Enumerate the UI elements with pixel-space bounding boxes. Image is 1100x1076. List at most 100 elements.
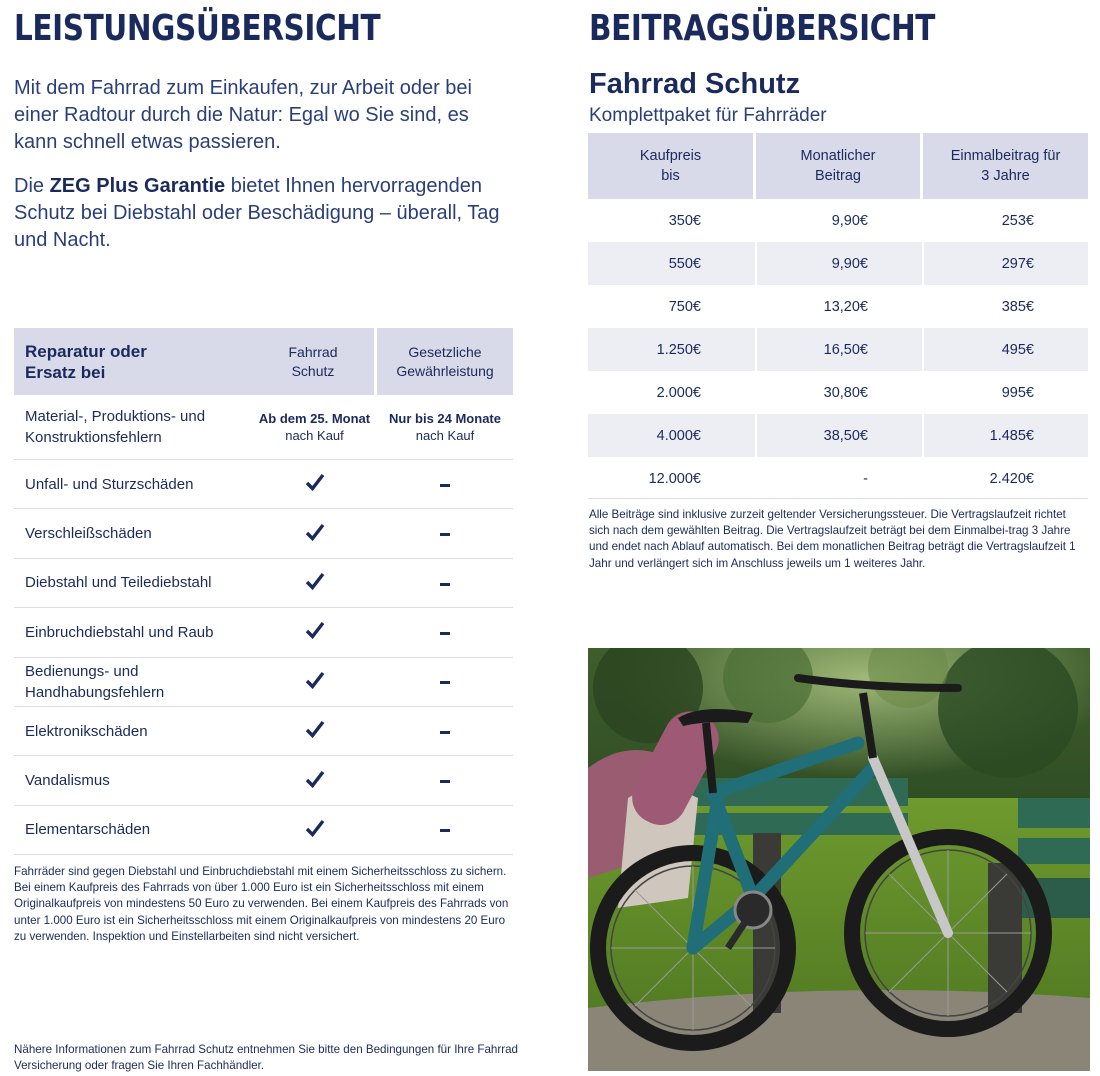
table-divider: [588, 498, 1088, 499]
header-reparatur-line2: Ersatz bei: [25, 362, 106, 382]
table-row: 12.000€ - 2.420€: [588, 457, 1088, 500]
value-bold: Ab dem 25. Monat: [258, 411, 371, 426]
row-label-line2: Handhabungsfehlern: [25, 683, 165, 701]
cell-price: 12.000€: [648, 470, 701, 487]
checkmark-icon: [305, 819, 324, 837]
intro-prefix: Die: [14, 175, 50, 197]
more-info-note: Nähere Informationen zum Fahrrad Schutz …: [14, 1043, 518, 1073]
row-label-line1: Bedienungs- und: [25, 662, 139, 680]
cell-monthly: 9,90€: [831, 212, 868, 229]
table-row: 550€ 9,90€ 297€: [588, 242, 1088, 285]
checkmark-icon: [305, 671, 324, 689]
cell-once: 253€: [1001, 212, 1034, 229]
table-row: 350€ 9,90€ 253€: [588, 199, 1088, 242]
table-row: 2.000€ 30,80€ 995€: [588, 371, 1088, 414]
checkmark-icon: [305, 622, 324, 640]
intro-paragraph-2: Die ZEG Plus Garantie bietet Ihnen hervo…: [14, 173, 514, 254]
table-row: Material-, Produktions- und Konstruktions…: [14, 395, 513, 460]
table-row: 750€ 13,20€ 385€: [588, 285, 1088, 328]
dash-icon: [440, 730, 450, 734]
price-table: Kaufpreis bis Monatlicher Beitrag Einmalbe…: [588, 133, 1088, 500]
dash-icon: [440, 582, 450, 586]
bicycle-photo-illustration: [588, 648, 1090, 1071]
coverage-table-header: Reparatur oder Ersatz bei Fahrrad Schutz G…: [14, 328, 513, 395]
row-label-line1: Material-, Produktions- und: [25, 408, 206, 425]
header-monatlich: Monatlicher Beitrag: [756, 133, 920, 199]
cell-once: 2.420€: [989, 470, 1034, 487]
table-row: Bedienungs- und Handhabungsfehlern: [14, 658, 513, 707]
check-cell: [252, 769, 377, 793]
dash-icon: [440, 780, 450, 784]
cell-monthly: 38,50€: [755, 414, 922, 457]
beitragsuebersicht-heading: BEITRAGSÜBERSICHT: [589, 8, 936, 49]
header-kaufpreis: Kaufpreis bis: [588, 133, 753, 199]
cell-price: 4.000€: [656, 427, 701, 444]
row-label: Elementarschäden: [25, 821, 151, 839]
bicycle-photo: [588, 648, 1090, 1071]
cell-once: 1.485€: [922, 414, 1088, 457]
row-label: Material-, Produktions- und Konstruktions…: [14, 406, 252, 448]
dash-cell: [377, 525, 513, 542]
table-row: Elektronikschäden: [14, 707, 513, 757]
intro-paragraph-1: Mit dem Fahrrad zum Einkaufen, zur Arbei…: [14, 77, 472, 153]
cell-monthly: 9,90€: [755, 242, 922, 285]
header-gewaehrleistung: Gesetzliche Gewährleistung: [377, 328, 513, 395]
row-fahrrad-value: Ab dem 25. Monat nach Kauf: [252, 410, 377, 444]
table-row: Elementarschäden: [14, 806, 513, 856]
check-cell: [252, 620, 377, 644]
cell-price: 350€: [668, 212, 701, 229]
checkmark-icon: [305, 523, 324, 541]
cell-monthly: 16,50€: [755, 328, 922, 371]
value-sub: nach Kauf: [415, 428, 475, 443]
product-subtitle: Komplettpaket für Fahrräder: [589, 105, 827, 126]
product-title: Fahrrad Schutz: [589, 68, 801, 100]
header-monatlich-line2: Beitrag: [815, 168, 861, 184]
header-gewaehr-line2: Gewährleistung: [396, 362, 494, 379]
header-kaufpreis-line1: Kaufpreis: [639, 148, 702, 164]
table-row: Vandalismus: [14, 756, 513, 806]
row-label: Bedienungs- und Handhabungsfehlern: [14, 661, 252, 703]
row-label: Vandalismus: [25, 772, 110, 790]
header-einmal-line1: Einmalbeitrag für: [950, 148, 1061, 164]
cell-price: 550€: [668, 255, 701, 272]
header-kaufpreis-line2: bis: [661, 168, 680, 184]
check-cell: [252, 670, 377, 694]
cell-once: 995€: [1001, 384, 1034, 401]
row-label: Unfall- und Sturzschäden: [25, 475, 194, 493]
table-row: 4.000€ 38,50€ 1.485€: [588, 414, 1088, 457]
cell-price: 1.250€: [656, 341, 701, 358]
dash-icon: [440, 483, 450, 487]
cell-monthly: -: [863, 470, 868, 487]
dash-cell: [377, 624, 513, 641]
dash-cell: [377, 821, 513, 838]
cell-price: 750€: [668, 298, 701, 315]
theft-lock-note: Fahrräder sind gegen Diebstahl und Einbr…: [14, 865, 509, 943]
checkmark-icon: [305, 572, 324, 591]
table-row: 1.250€ 16,50€ 495€: [588, 328, 1088, 371]
row-label: Verschleißschäden: [25, 525, 152, 543]
value-bold: Nur bis 24 Monate: [389, 411, 501, 426]
header-einmal-line2: 3 Jahre: [981, 168, 1030, 184]
coverage-table: Reparatur oder Ersatz bei Fahrrad Schutz G…: [14, 328, 513, 856]
dash-icon: [440, 533, 450, 537]
header-gewaehr-line1: Gesetzliche: [408, 343, 482, 360]
header-reparatur-line1: Reparatur oder: [25, 341, 147, 361]
price-table-header: Kaufpreis bis Monatlicher Beitrag Einmalbe…: [588, 133, 1088, 199]
table-row: Diebstahl und Teilediebstahl: [14, 559, 513, 609]
checkmark-icon: [305, 770, 324, 788]
cell-once: 385€: [1001, 298, 1034, 315]
cell-once: 495€: [922, 328, 1088, 371]
check-cell: [252, 571, 377, 595]
dash-cell: [377, 673, 513, 690]
dash-icon: [440, 681, 450, 685]
header-fahrrad-line1: Fahrrad: [288, 343, 338, 360]
table-row: Unfall- und Sturzschäden: [14, 460, 513, 510]
check-cell: [252, 818, 377, 842]
checkmark-icon: [305, 721, 324, 739]
table-row: Einbruchdiebstahl und Raub: [14, 608, 513, 658]
dash-cell: [377, 574, 513, 591]
check-cell: [252, 522, 377, 546]
check-cell: [252, 719, 377, 743]
table-row: Verschleißschäden: [14, 509, 513, 559]
dash-cell: [377, 476, 513, 493]
